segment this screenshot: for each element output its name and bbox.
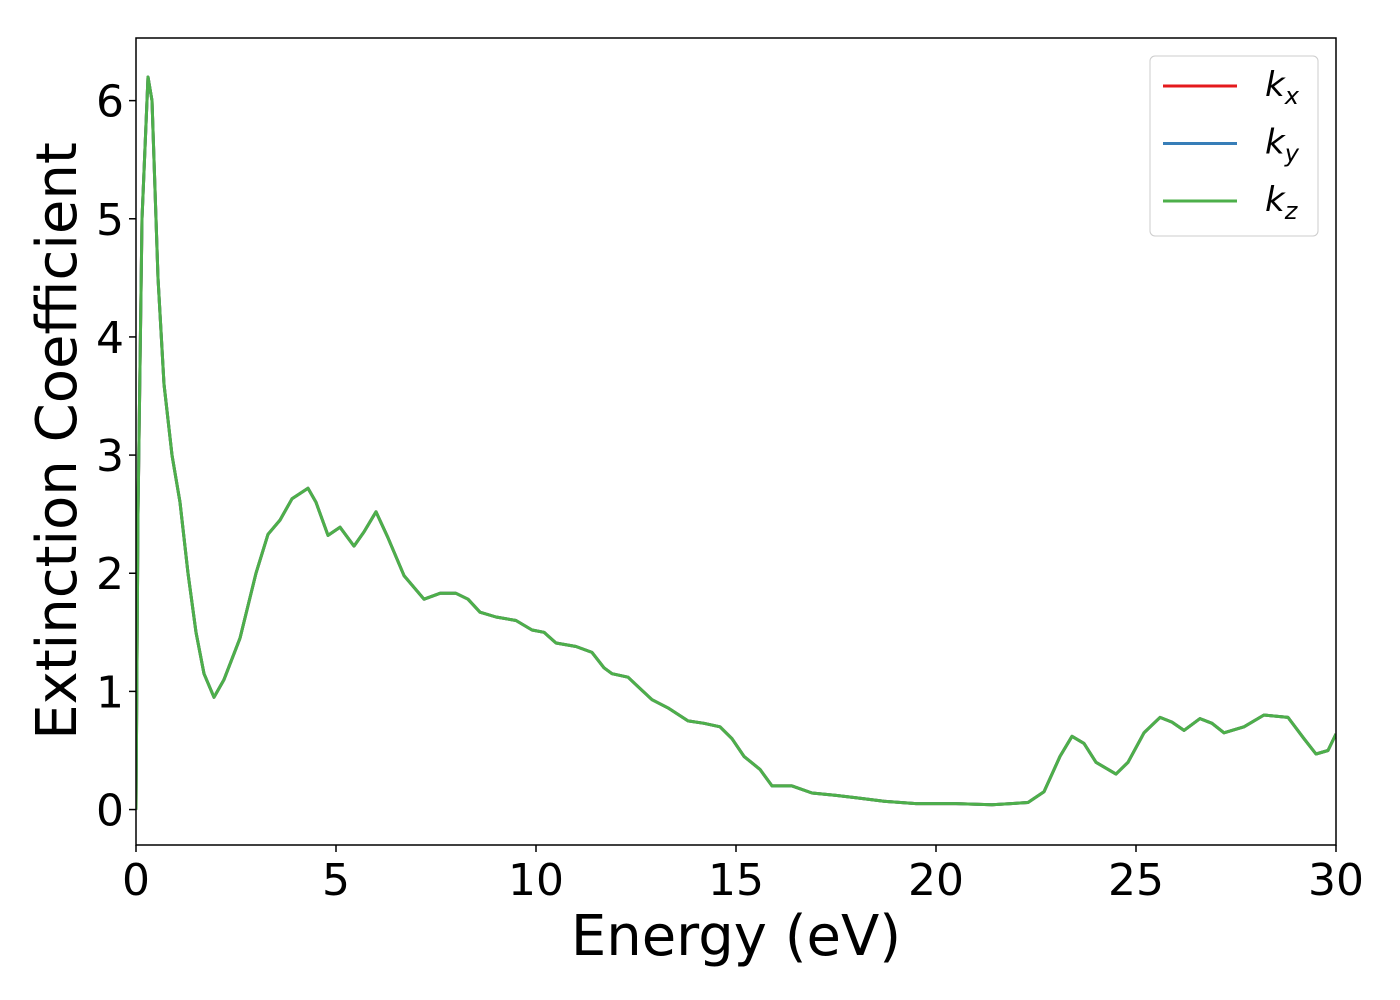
plot-frame xyxy=(135,37,1337,846)
x-axis-label: Energy (eV) xyxy=(571,904,901,969)
y-tick-label: 5 xyxy=(96,195,124,246)
x-tick-label: 30 xyxy=(1308,855,1364,906)
x-tick-label: 20 xyxy=(908,855,964,906)
legend-label: ky xyxy=(1265,123,1300,168)
y-tick-label: 2 xyxy=(96,549,124,600)
y-tick-label: 3 xyxy=(96,431,124,482)
legend-box xyxy=(1149,55,1319,237)
y-tick-label: 1 xyxy=(96,667,124,718)
x-tick-label: 15 xyxy=(708,855,764,906)
legend-label: kz xyxy=(1265,180,1299,225)
legend-label: kx xyxy=(1265,65,1300,110)
y-axis-label: Extinction Coefficient xyxy=(25,142,90,740)
line-series xyxy=(136,75,1336,810)
y-tick-label: 0 xyxy=(96,786,124,837)
x-tick-label: 25 xyxy=(1108,855,1164,906)
x-tick-label: 10 xyxy=(508,855,564,906)
x-tick-label: 5 xyxy=(322,855,350,906)
y-tick-label: 6 xyxy=(96,77,124,128)
legend: kx ky kz xyxy=(1149,55,1319,237)
x-tick-label: 0 xyxy=(122,855,150,906)
y-tick-label: 4 xyxy=(96,313,124,364)
